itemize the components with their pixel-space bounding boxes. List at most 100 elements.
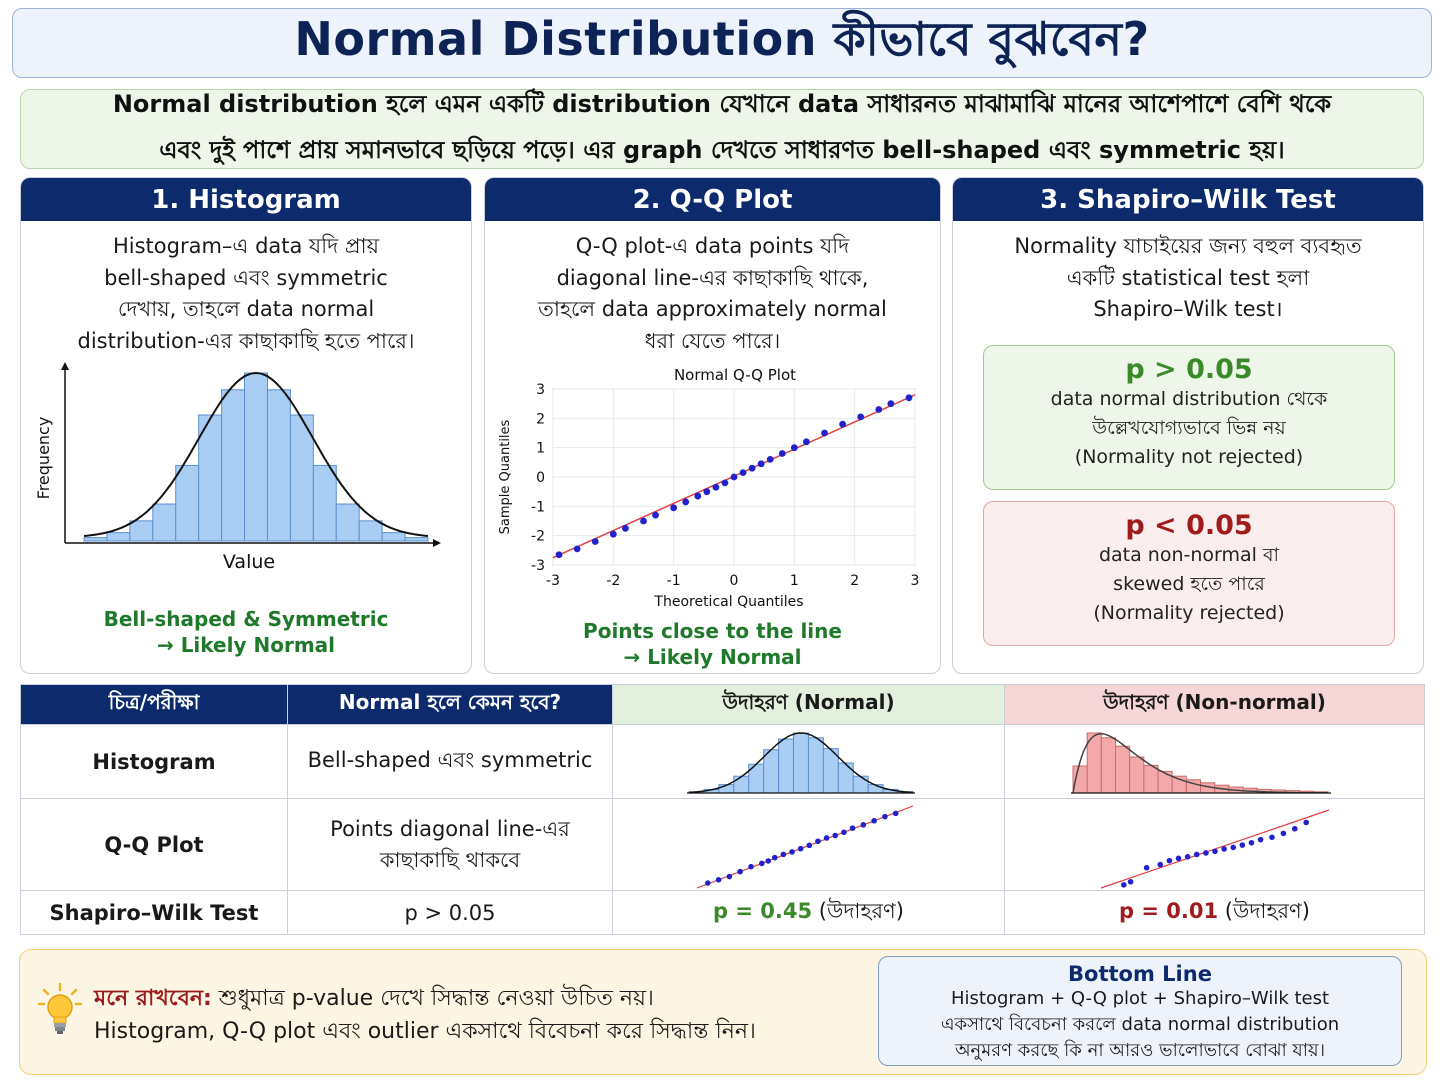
table-cell-line: Points diagonal line-এর	[330, 816, 570, 841]
x-tick-label: 2	[850, 573, 859, 589]
histogram-bar	[335, 503, 360, 542]
intro-line-2: এবং দুই পাশে প্রায় সমানভাবে ছড়িয়ে পড়…	[159, 136, 1285, 164]
qq-card-title: 2. Q-Q Plot	[485, 178, 940, 221]
qq-text-line: ধরা যেতে পারে।	[644, 328, 781, 353]
y-tick-label: -2	[531, 529, 545, 545]
histogram-text-line: Histogram–এ data যদি প্রায়	[112, 234, 379, 258]
histogram-bar	[1100, 736, 1117, 794]
qq-point	[882, 813, 888, 819]
p-high-line: data normal distribution থেকে	[1050, 388, 1328, 410]
lightbulb-icon	[38, 982, 82, 1034]
qq-card-text: Q-Q plot-এ data points যদি diagonal line…	[485, 231, 940, 357]
qq-point	[622, 524, 629, 532]
histogram-bar	[793, 732, 809, 793]
qq-point	[841, 828, 847, 835]
histogram-bar	[83, 537, 108, 542]
qq-point	[771, 854, 778, 860]
histogram-bar	[152, 503, 177, 542]
table-cell: p = 0.45 (উদাহরণ)	[612, 890, 1005, 935]
qq-card: 2. Q-Q Plot Q-Q plot-এ data points যদি d…	[484, 177, 941, 674]
qq-point	[737, 868, 743, 874]
table-cell	[1004, 724, 1425, 799]
histogram-text-line: distribution-এর কাছাকাছি হতে পারে।	[77, 328, 415, 353]
bottom-line-box: Bottom Line Histogram + Q-Q plot + Shapi…	[878, 956, 1402, 1066]
qq-point	[871, 817, 877, 824]
histogram-bar	[837, 762, 854, 793]
p-high-line: উল্লেখযোগ্যভাবে ভিন্ন নয়	[1092, 417, 1286, 439]
x-axis-arrow-icon	[433, 539, 441, 547]
histogram-card: 1. Histogram Histogram–এ data যদি প্রায়…	[20, 177, 472, 674]
histogram-bar	[852, 775, 869, 793]
qq-point	[815, 837, 821, 844]
qq-point	[712, 483, 720, 491]
histogram-normal-thumbnail	[687, 731, 915, 794]
table-cell	[612, 724, 1005, 799]
table-header-row: চিত্র/পরীক্ষা Normal হলে কেমন হবে? উদাহর…	[20, 684, 1425, 725]
histogram-skewed-thumbnail	[1071, 732, 1331, 794]
qq-text-line: diagonal line-এর কাছাকাছি থাকে,	[556, 265, 869, 290]
histogram-chart: Value Frequency	[34, 362, 441, 573]
qq-caption-line: Points close to the line	[583, 619, 842, 643]
qq-point	[721, 479, 729, 487]
qq-point	[832, 832, 839, 838]
qq-point	[1303, 819, 1309, 825]
y-axis-label: Frequency	[34, 417, 53, 500]
p-high-title: p > 0.05	[1125, 354, 1253, 385]
histogram-bar	[381, 532, 406, 542]
qq-point	[1166, 857, 1173, 863]
histogram-bar	[312, 464, 337, 542]
shapiro-text-line: Normality যাচাইয়ের জন্য বহুল ব্যবহৃত	[1014, 234, 1362, 258]
qq-chart: Normal Q-Q Plot -3 -2 -1 0 1 2 3 -3 -2 -1 0 1 2 3 The…	[498, 366, 920, 610]
x-tick-label: 3	[911, 573, 920, 589]
qq-point	[609, 530, 617, 538]
qq-text-line: তাহলে data approximately normal	[538, 297, 887, 321]
histogram-bar	[1129, 756, 1145, 793]
histogram-caption-line: Bell-shaped & Symmetric	[103, 607, 389, 631]
qq-point	[839, 420, 846, 428]
table-cell: Points diagonal line-এর কাছাকাছি থাকবে	[287, 798, 613, 891]
table-header: Normal হলে কেমন হবে?	[287, 684, 613, 725]
histogram-bar	[763, 748, 780, 793]
p-high-line: (Normality not rejected)	[1074, 446, 1304, 468]
qq-point	[1257, 836, 1264, 842]
histogram-bar	[175, 464, 200, 542]
bottom-line-text: অনুমরণ করছে কি না আরও ভালোভাবে বোঝা যায়…	[954, 1040, 1326, 1061]
qq-point	[757, 460, 765, 468]
histogram-text-line: দেখায়, তাহলে data normal	[117, 297, 375, 321]
qq-point	[748, 464, 756, 472]
remember-line-1: শুধুমাত্র p-value দেখে সিদ্ধান্ত নেওয়া …	[211, 986, 654, 1011]
histogram-caption: Bell-shaped & Symmetric → Likely Normal	[21, 606, 471, 658]
p-value-non-normal: p = 0.01	[1119, 899, 1219, 923]
y-tick-label: 3	[536, 382, 545, 398]
histogram-caption-line: → Likely Normal	[156, 633, 336, 657]
table-cell	[1004, 798, 1425, 891]
histogram-bar	[358, 520, 383, 542]
histogram-bar	[221, 389, 246, 542]
p-value-normal: p = 0.45	[713, 899, 813, 923]
qq-point	[821, 429, 828, 437]
qq-point	[823, 834, 830, 841]
x-tick-label: -2	[606, 573, 620, 589]
qq-point	[1248, 839, 1255, 846]
table-row: Histogram Bell-shaped এবং symmetric	[20, 724, 1425, 799]
qq-point	[1175, 855, 1182, 861]
histogram-bar	[807, 736, 824, 794]
title-banner: Normal Distribution কীভাবে বুঝবেন?	[12, 8, 1432, 78]
qq-y-axis-label: Sample Quantiles	[498, 419, 513, 534]
remember-text: মনে রাখবেন: শুধুমাত্র p-value দেখে সিদ্ধ…	[94, 982, 756, 1048]
qq-point	[765, 857, 772, 864]
remember-label: মনে রাখবেন:	[94, 986, 212, 1011]
qq-point	[803, 438, 810, 446]
histogram-bar	[1143, 764, 1159, 794]
shapiro-card-title: 3. Shapiro–Wilk Test	[953, 178, 1423, 221]
qq-text-line: Q-Q plot-এ data points যদি	[575, 234, 850, 258]
qq-point	[670, 504, 678, 512]
qq-point	[1292, 825, 1298, 832]
bottom-line-text: Histogram + Q-Q plot + Shapiro–Wilk test	[950, 988, 1330, 1009]
histogram-bar	[1157, 770, 1173, 794]
qq-point	[703, 488, 711, 496]
qq-point	[730, 473, 738, 481]
shapiro-card-text: Normality যাচাইয়ের জন্য বহুল ব্যবহৃত এক…	[953, 231, 1423, 326]
normal-curve	[688, 731, 914, 793]
x-tick-label: -1	[667, 573, 681, 589]
